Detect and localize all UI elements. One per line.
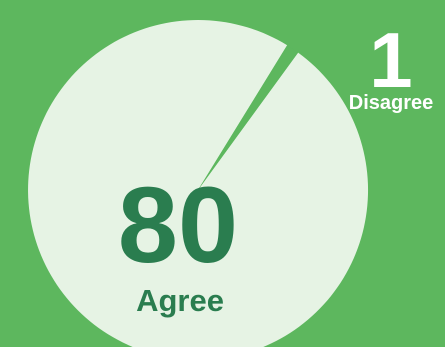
disagree-value-label: 1 xyxy=(369,16,412,104)
pie-slice-disagree xyxy=(198,45,299,190)
disagree-category-label: Disagree xyxy=(349,92,434,114)
agree-value-label: 80 xyxy=(118,164,238,285)
pie-slice-agree xyxy=(28,20,369,347)
pie-slices xyxy=(28,20,369,347)
agree-category-label: Agree xyxy=(136,283,224,318)
